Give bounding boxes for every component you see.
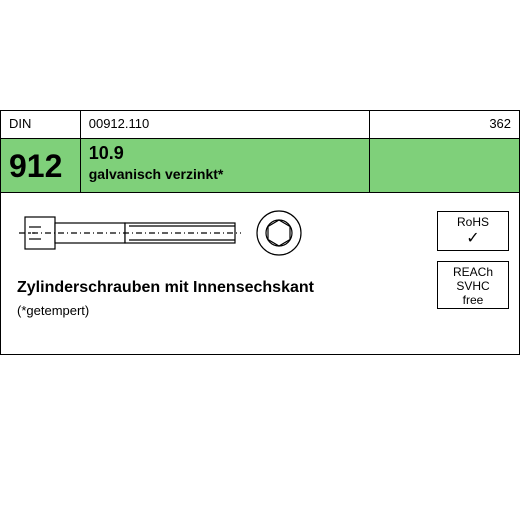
body-area: Zylinderschrauben mit Innensechskant (*g… bbox=[1, 193, 519, 353]
header-row: DIN 00912.110 362 bbox=[1, 111, 519, 139]
spec-right-cell bbox=[370, 139, 519, 193]
spec-row: 912 10.9 galvanisch verzinkt* bbox=[1, 139, 519, 193]
rohs-label: RoHS bbox=[440, 216, 506, 230]
rohs-badge: RoHS ✓ bbox=[437, 211, 509, 251]
product-title: Zylinderschrauben mit Innensechskant bbox=[17, 279, 314, 297]
reach-line2: SVHC bbox=[440, 280, 506, 294]
spec-mid-cell: 10.9 galvanisch verzinkt* bbox=[81, 139, 370, 193]
coating-text: galvanisch verzinkt* bbox=[89, 164, 361, 182]
header-product-code: 00912.110 bbox=[81, 111, 370, 139]
reach-line3: free bbox=[440, 294, 506, 308]
din-number: 912 bbox=[1, 139, 81, 193]
footnote: (*getempert) bbox=[17, 303, 89, 318]
header-din-label: DIN bbox=[1, 111, 81, 139]
spec-card: DIN 00912.110 362 912 10.9 galvanisch ve… bbox=[0, 110, 520, 355]
strength-class: 10.9 bbox=[89, 141, 361, 164]
header-ref-number: 362 bbox=[370, 111, 519, 139]
screw-drawing bbox=[17, 203, 317, 263]
check-icon: ✓ bbox=[440, 230, 506, 248]
reach-line1: REACh bbox=[440, 266, 506, 280]
reach-badge: REACh SVHC free bbox=[437, 261, 509, 309]
